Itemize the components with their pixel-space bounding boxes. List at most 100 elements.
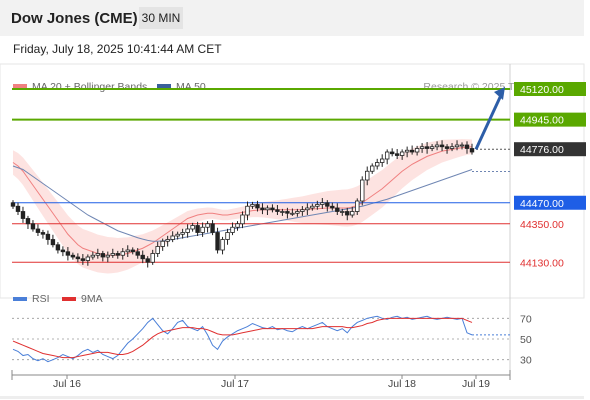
resistance-tag (514, 112, 586, 127)
candle-body (434, 144, 440, 148)
candle-body (265, 207, 270, 211)
candle-body (250, 204, 255, 207)
candle-body (95, 253, 101, 256)
candle-body (15, 205, 21, 212)
candle-body (365, 170, 370, 181)
resistance-label: 45120.00 (520, 84, 564, 96)
candle-body (379, 158, 385, 163)
candle-body (100, 253, 106, 258)
candle-body (50, 239, 56, 246)
candle-body (320, 202, 325, 205)
pivot-tag (514, 195, 586, 210)
candle-body (360, 179, 365, 202)
candle-body (210, 223, 215, 233)
projection-arrow (474, 92, 504, 150)
candle-body (389, 151, 395, 155)
candle-body (145, 258, 150, 263)
candle-body (275, 209, 280, 212)
candle-body (350, 211, 355, 216)
candle-body (205, 223, 210, 228)
candle-body (429, 146, 435, 149)
candle-body (459, 144, 465, 147)
instrument-title: Dow Jones (CME) (11, 10, 138, 27)
candle-body (424, 146, 430, 149)
candle-body (125, 249, 130, 253)
candle-body (30, 223, 36, 230)
candle-body (375, 162, 380, 167)
candle-body (444, 146, 450, 149)
candle-body (75, 256, 81, 260)
candle-body (220, 239, 225, 251)
x-tick-label: Jul 16 (53, 378, 81, 390)
bottom-strip (0, 396, 584, 399)
candle-body (65, 251, 71, 256)
candle-body (449, 146, 455, 149)
rsi-legend-label: RSI (32, 293, 50, 305)
candle-body (295, 211, 300, 214)
candle-body (384, 151, 390, 160)
legend-label: MA 20 + Bollinger Bands (32, 81, 147, 93)
x-tick-label: Jul 18 (388, 378, 416, 390)
last-price-tag (514, 142, 586, 157)
timeframe-badge[interactable]: 30 MIN (139, 7, 183, 29)
candle-body (195, 225, 200, 233)
candle-body (25, 218, 31, 225)
candle-body (404, 149, 410, 153)
resistance-label: 44945.00 (520, 115, 564, 127)
datetime-label: Friday, July 18, 2025 10:41:44 AM CET (13, 42, 222, 56)
candle-body (469, 148, 475, 153)
candle-body (150, 253, 155, 263)
candle-body (185, 228, 190, 233)
candle-body (245, 205, 250, 216)
candle-body (355, 200, 360, 212)
legend-swatch (157, 84, 171, 88)
rsi-ma-line (12, 317, 473, 359)
candle-body (140, 254, 145, 260)
candle-body (285, 211, 290, 214)
legend-label: MA 50 (176, 81, 206, 93)
bollinger-band (13, 139, 472, 274)
candle-body (230, 226, 235, 233)
candle-body (85, 256, 91, 261)
candle-body (315, 204, 320, 207)
candle-body (200, 226, 205, 233)
candle-body (115, 253, 120, 256)
candle-body (80, 258, 86, 261)
candle-body (155, 246, 160, 254)
candle-body (439, 144, 445, 148)
candle-body (120, 251, 125, 256)
candle-body (335, 207, 340, 212)
rsi-line (12, 315, 473, 363)
candle-body (35, 228, 41, 233)
candle-body (270, 207, 275, 211)
candle-body (90, 254, 96, 258)
candle-body (180, 232, 185, 235)
candle-body (330, 205, 335, 209)
candle-body (340, 211, 345, 213)
candle-body (240, 214, 245, 225)
last-price-label: 44776.00 (520, 144, 564, 156)
legend-swatch (13, 84, 27, 88)
candle-body (345, 211, 350, 216)
candle-body (60, 249, 66, 253)
projection-arrow-head (494, 87, 505, 100)
candle-body (45, 233, 51, 240)
price-panel-frame (0, 63, 585, 299)
candle-body (55, 244, 61, 251)
candle-body (70, 254, 76, 258)
candle-body (160, 240, 165, 247)
candle-body (175, 233, 180, 237)
rsi-tick-label: 30 (520, 355, 532, 367)
candle-body (464, 144, 470, 149)
candle-body (170, 235, 175, 240)
support-label: 44130.00 (520, 257, 564, 269)
candle-body (215, 232, 220, 251)
header-bar: Dow Jones (CME) 30 MIN (0, 0, 584, 36)
candle-body (454, 144, 460, 148)
candle-body (135, 251, 140, 256)
candle-body (280, 211, 285, 213)
candle-body (20, 211, 26, 219)
x-tick-label: Jul 17 (221, 378, 249, 390)
candle-body (130, 249, 135, 253)
